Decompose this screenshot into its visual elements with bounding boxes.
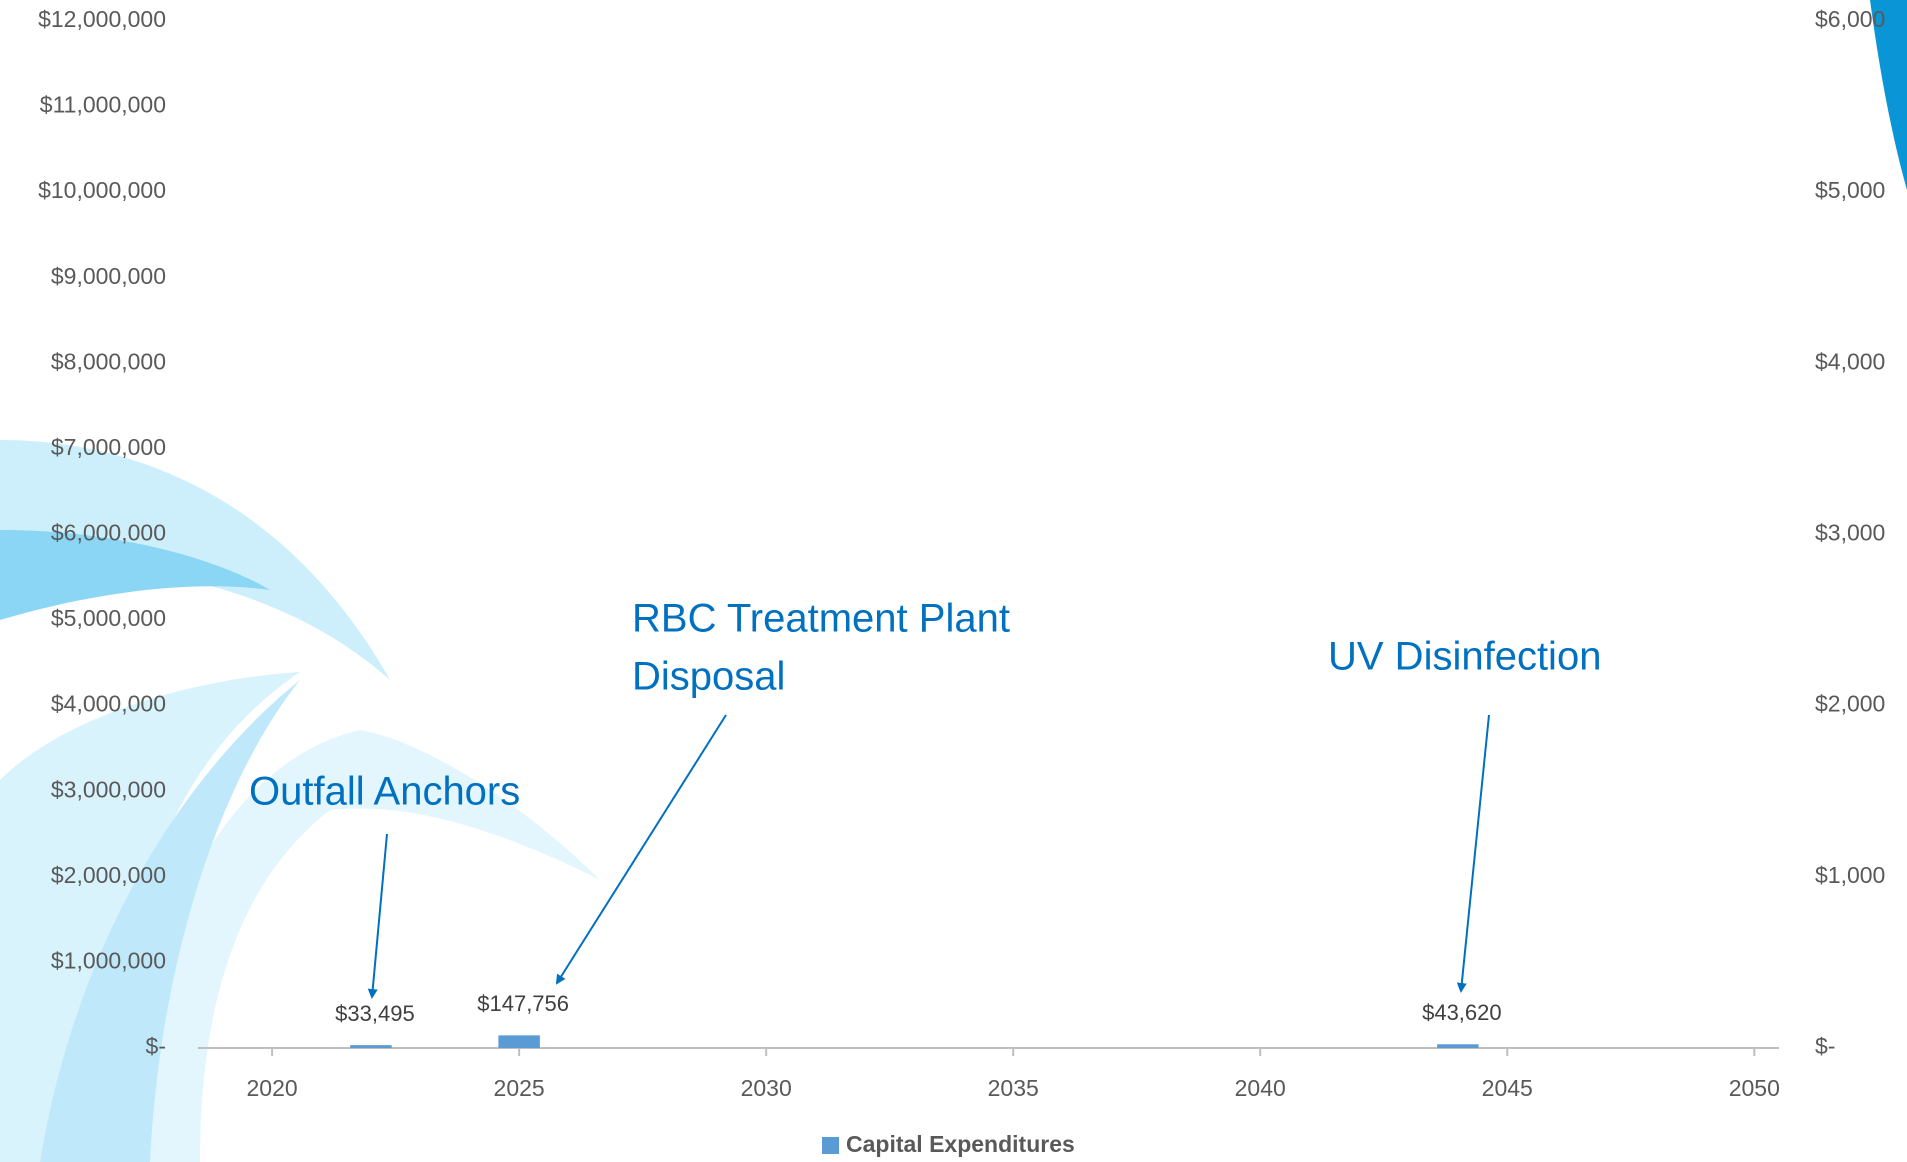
x-tick-label: 2040 [1235,1075,1286,1101]
y2-tick-label: $6,000 [1815,6,1885,32]
legend-label: Capital Expenditures [846,1131,1075,1157]
y-tick-label: $6,000,000 [51,520,166,546]
annotation: Outfall Anchors [249,770,520,814]
bar [498,1035,540,1048]
x-tick-label: 2045 [1482,1075,1533,1101]
y-tick-label: $5,000,000 [51,605,166,631]
annotation-arrow [557,715,726,983]
data-label: $147,756 [477,991,569,1016]
y2-tick-label: $1,000 [1815,862,1885,888]
y-tick-label: $12,000,000 [38,6,166,32]
x-tick-label: 2035 [988,1075,1039,1101]
bar [1437,1044,1479,1048]
y-tick-label: $7,000,000 [51,434,166,460]
data-label: $43,620 [1422,1000,1502,1025]
y-tick-label: $11,000,000 [40,92,166,118]
y-tick-label: $9,000,000 [51,263,166,289]
y-tick-label: $3,000,000 [51,776,166,802]
background-decoration [0,0,1907,1162]
y-tick-label: $1,000,000 [51,947,166,973]
annotation-arrow [372,834,387,997]
y-tick-label: $2,000,000 [51,862,166,888]
x-tick-label: 2030 [741,1075,792,1101]
chart: $- $1,000,000 $2,000,000 $3,000,000 $4,000,0… [0,0,1907,1162]
annotation-arrow [1461,715,1489,991]
y-tick-label: $4,000,000 [51,691,166,717]
bar [350,1045,392,1048]
y-tick-label: $8,000,000 [51,348,166,374]
y2-tick-label: $2,000 [1815,691,1885,717]
legend-swatch [822,1137,839,1154]
x-tick-label: 2025 [494,1075,545,1101]
x-tick-label: 2050 [1729,1075,1780,1101]
annotation: Disposal [632,655,785,699]
annotation: UV Disinfection [1328,635,1601,679]
x-tick-label: 2020 [247,1075,298,1101]
y2-tick-label: $4,000 [1815,348,1885,374]
y2-tick-label: $3,000 [1815,520,1885,546]
data-label: $33,495 [335,1001,415,1026]
y-tick-label: $10,000,000 [38,177,166,203]
annotation: RBC Treatment Plant [632,597,1010,641]
y2-tick-label: $- [1815,1033,1835,1059]
y2-tick-label: $5,000 [1815,177,1885,203]
y-tick-label: $- [146,1033,166,1059]
